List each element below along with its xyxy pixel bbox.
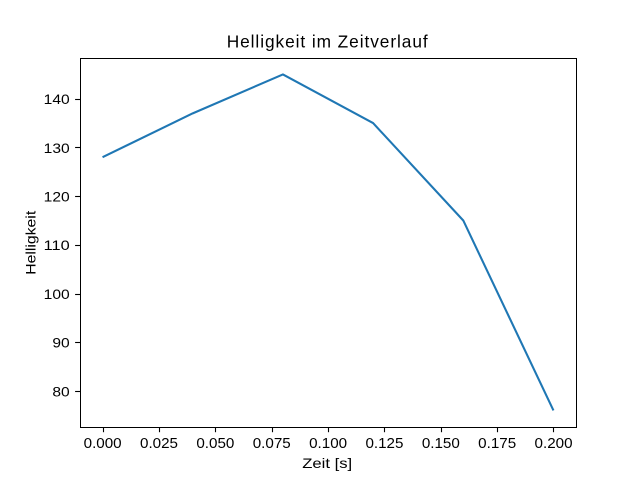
svg-text:0.125: 0.125	[365, 436, 403, 452]
svg-text:100: 100	[44, 286, 70, 302]
svg-text:0.025: 0.025	[140, 436, 178, 452]
svg-text:Helligkeit: Helligkeit	[23, 211, 39, 275]
svg-text:90: 90	[52, 335, 70, 351]
svg-text:0.075: 0.075	[253, 436, 291, 452]
svg-text:110: 110	[44, 237, 70, 253]
svg-text:80: 80	[52, 383, 70, 399]
svg-text:130: 130	[44, 140, 70, 156]
svg-text:0.150: 0.150	[422, 436, 460, 452]
svg-text:0.000: 0.000	[84, 436, 122, 452]
svg-text:120: 120	[44, 189, 70, 205]
svg-text:0.100: 0.100	[309, 436, 347, 452]
svg-text:0.050: 0.050	[196, 436, 234, 452]
svg-text:0.200: 0.200	[535, 436, 573, 452]
svg-text:140: 140	[44, 91, 70, 107]
svg-text:Zeit [s]: Zeit [s]	[302, 455, 352, 471]
svg-text:Helligkeit im Zeitverlauf: Helligkeit im Zeitverlauf	[227, 32, 428, 52]
svg-text:0.175: 0.175	[478, 436, 516, 452]
